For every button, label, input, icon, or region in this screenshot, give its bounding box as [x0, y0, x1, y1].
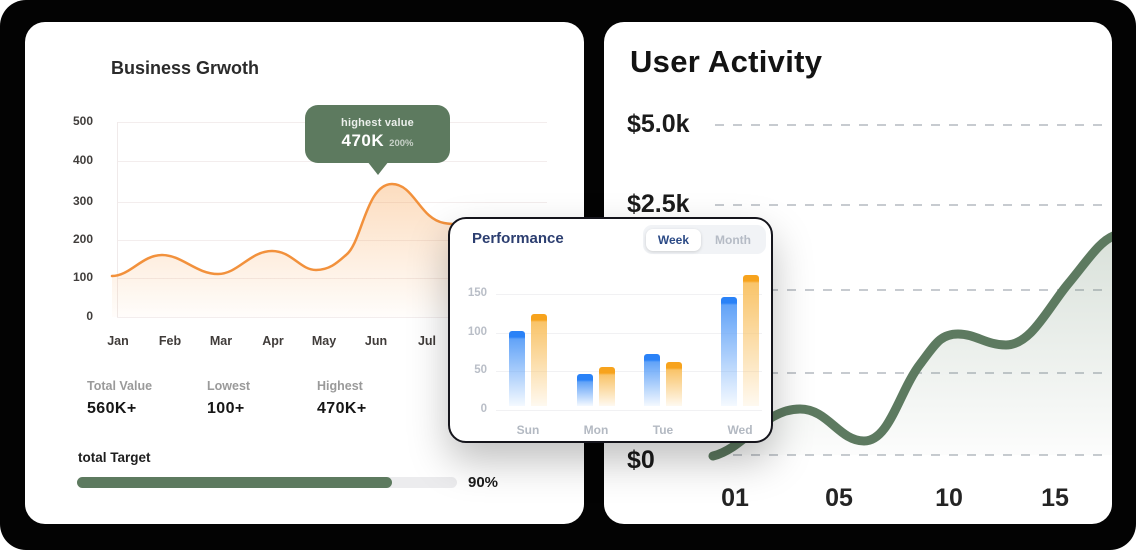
bar-mon-orange	[599, 367, 615, 406]
x-label-01: 01	[721, 484, 749, 512]
gridline	[117, 317, 547, 318]
tooltip-value: 470K	[341, 131, 385, 150]
bar-sun-blue	[509, 331, 525, 406]
x-tick-may: May	[311, 334, 337, 348]
stat-label: Lowest	[207, 379, 251, 393]
dashed-gridline	[715, 289, 1107, 291]
cat-wed: Wed	[727, 423, 753, 437]
gridline	[496, 410, 762, 411]
bar-sun-orange	[531, 314, 547, 406]
business-growth-chart	[110, 182, 470, 317]
stat-value: 470K+	[317, 400, 367, 417]
y-label-2-5k: $2.5k	[627, 190, 690, 218]
gridline	[496, 371, 762, 372]
dashed-gridline	[715, 204, 1107, 206]
target-percent: 90%	[468, 474, 499, 491]
dashed-gridline	[715, 124, 1107, 126]
x-tick-mar: Mar	[209, 334, 233, 348]
y-label-0: $0	[627, 446, 655, 474]
y-axis-line	[117, 122, 118, 317]
highest-value-tooltip: highest value 470K 200%	[305, 105, 450, 163]
gridline	[496, 333, 762, 334]
toggle-week-button[interactable]: Week	[645, 228, 702, 251]
y-tick: 100	[467, 326, 487, 338]
tooltip-percent: 200%	[389, 138, 414, 149]
y-tick: 200	[72, 232, 93, 246]
y-tick: 150	[467, 287, 487, 299]
tooltip-label: highest value	[341, 117, 414, 129]
gridline	[117, 202, 547, 203]
y-tick: 100	[72, 270, 93, 284]
y-tick: 500	[72, 114, 93, 128]
x-label-05: 05	[825, 484, 853, 512]
cat-tue: Tue	[652, 423, 674, 437]
y-tick: 400	[72, 153, 93, 167]
bar-tue-orange	[666, 362, 682, 406]
stat-lowest: Lowest 100+	[207, 379, 250, 418]
user-activity-line	[708, 231, 1112, 461]
stat-label: Highest	[317, 379, 363, 393]
performance-card: Performance Week Month 150 100 50 0 Sun …	[448, 217, 773, 443]
cat-sun: Sun	[516, 423, 540, 437]
bar-wed-orange	[743, 275, 759, 406]
y-tick: 0	[480, 403, 487, 415]
bar-mon-blue	[577, 374, 593, 406]
stat-label: Total Value	[87, 379, 153, 393]
y-label-5k: $5.0k	[627, 110, 690, 138]
stat-highest: Highest 470K+	[317, 379, 367, 418]
x-label-10: 10	[935, 484, 963, 512]
x-tick-jan: Jan	[107, 334, 129, 348]
stat-total-value: Total Value 560K+	[87, 379, 152, 418]
x-tick-feb: Feb	[158, 334, 182, 348]
y-tick: 0	[86, 309, 93, 323]
user-activity-title: User Activity	[630, 44, 823, 79]
y-tick: 300	[72, 194, 93, 208]
user-activity-chart	[708, 231, 1112, 461]
stat-value: 100+	[207, 400, 245, 417]
y-tick: 50	[474, 364, 487, 376]
x-tick-apr: Apr	[262, 334, 284, 348]
stat-value: 560K+	[87, 400, 137, 417]
user-activity-area	[713, 236, 1112, 456]
bar-wed-blue	[721, 297, 737, 406]
tooltip-tail	[367, 161, 389, 175]
x-tick-jun: Jun	[364, 334, 388, 348]
x-label-15: 15	[1041, 484, 1069, 512]
performance-title: Performance	[472, 230, 564, 247]
toggle-month-button[interactable]: Month	[715, 232, 751, 247]
business-growth-title: Business Grwoth	[111, 58, 260, 78]
bar-tue-blue	[644, 354, 660, 406]
target-progress-fill	[77, 477, 393, 488]
period-toggle: Week Month	[642, 225, 766, 254]
x-tick-jul: Jul	[417, 334, 437, 348]
business-growth-area	[112, 184, 468, 317]
cat-mon: Mon	[583, 423, 609, 437]
gridline	[117, 240, 547, 241]
gridline	[496, 294, 762, 295]
total-target-label: total Target	[78, 450, 151, 465]
business-growth-line	[110, 182, 470, 278]
target-progress-bar	[77, 477, 457, 488]
